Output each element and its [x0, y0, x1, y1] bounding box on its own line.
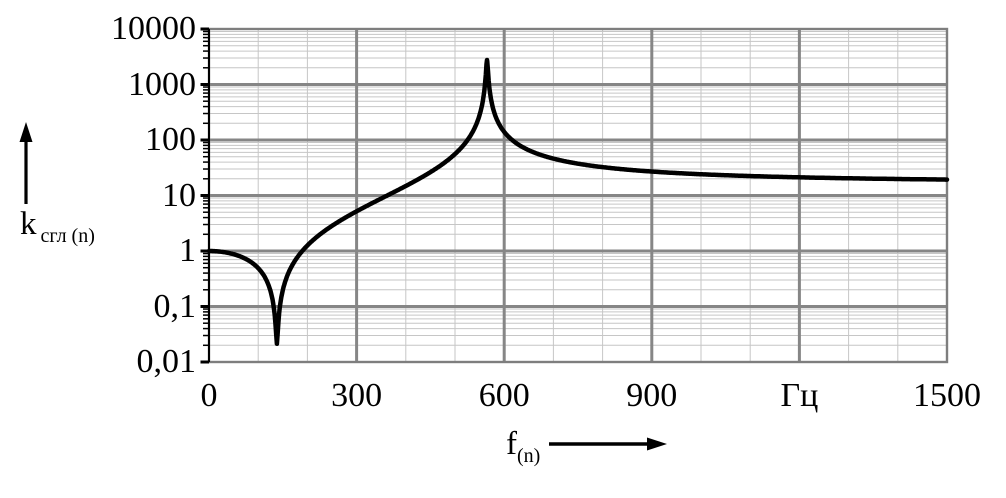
y-axis-log-ticks: [200, 27, 210, 364]
y-tick-label: 100: [145, 121, 196, 158]
x-axis-subscript: (n): [517, 445, 541, 467]
y-tick-label: 1: [179, 232, 196, 269]
y-axis-symbol: k: [20, 206, 37, 242]
y-tick-label: 0,01: [136, 343, 197, 380]
x-axis-title: f(n): [506, 426, 540, 467]
x-tick-label: 600: [478, 377, 530, 414]
y-axis-arrow-icon: [19, 122, 33, 204]
y-tick-label: 0,1: [153, 287, 197, 325]
x-tick-label: 1500: [913, 377, 981, 414]
x-axis-unit-label: Гц: [780, 377, 819, 414]
x-tick-label: 900: [626, 377, 678, 414]
response-curve: [206, 57, 950, 347]
x-axis-symbol: f: [506, 426, 517, 462]
y-axis-title: k сгл (n): [20, 206, 95, 247]
y-tick-label: 10000: [111, 10, 196, 47]
x-tick-label: 300: [331, 377, 383, 414]
x-axis-arrow-icon: [549, 437, 667, 451]
x-tick-label: 0: [200, 377, 218, 414]
y-tick-label: 10: [162, 176, 196, 214]
major-gridlines: [209, 29, 947, 362]
y-axis-subscript: сгл (n): [40, 225, 95, 247]
y-tick-label: 1000: [128, 65, 196, 103]
minor-gridlines: [209, 29, 947, 362]
